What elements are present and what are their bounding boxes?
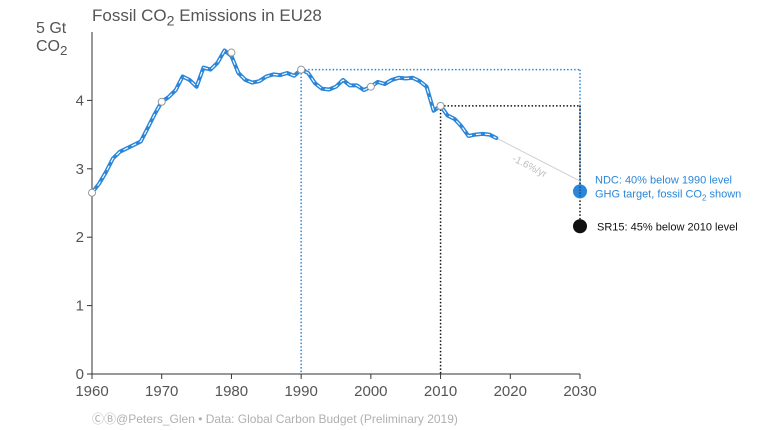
y-unit-line2: CO2 [36, 38, 67, 60]
decade-marker [227, 48, 236, 57]
y-tick-label: 1 [76, 298, 84, 315]
y-unit-line1: 5 Gt [36, 20, 67, 37]
ndc-label-line1: NDC: 40% below 1990 level [595, 174, 732, 186]
decade-marker [88, 188, 96, 197]
emissions-line [90, 48, 499, 195]
x-tick-label: 2000 [354, 383, 387, 400]
title-text: Fossil CO [92, 6, 167, 25]
ndc-target-marker [573, 184, 587, 199]
footer-text: @Peters_Glen • Data: Global Carbon Budge… [116, 412, 458, 426]
y-tick-label: 2 [76, 229, 84, 246]
trend-label: -1.6%/yr [510, 153, 549, 180]
trend-line [496, 137, 581, 182]
x-tick-label: 1980 [215, 383, 248, 400]
x-tick-label: 2020 [494, 383, 527, 400]
ndc-label-line2: GHG target, fossil CO2 shown [595, 188, 741, 202]
decade-marker [297, 65, 306, 74]
decade-marker [436, 101, 445, 110]
footer-credit: ⒸⒷ@Peters_Glen • Data: Global Carbon Bud… [92, 410, 458, 427]
sr15-target-marker [573, 219, 587, 234]
decade-marker [366, 82, 375, 91]
y-tick-label: 0 [76, 366, 84, 383]
chart-title: Fossil CO2 Emissions in EU28 [92, 6, 322, 29]
y-tick-label: 3 [76, 161, 84, 178]
title-subscript: 2 [166, 13, 175, 30]
x-tick-label: 1960 [75, 383, 108, 400]
sr15-label: SR15: 45% below 2010 level [597, 221, 738, 233]
y-tick-label: 4 [76, 92, 84, 109]
title-text-end: Emissions in EU28 [174, 6, 322, 25]
y-unit-sub: 2 [60, 43, 68, 59]
emissions-line-highlight [91, 49, 497, 194]
license-icons: ⒸⒷ [92, 412, 117, 426]
decade-marker [157, 97, 166, 106]
x-tick-label: 1990 [284, 383, 317, 400]
x-tick-label: 1970 [145, 383, 178, 400]
y-unit-co: CO [36, 38, 60, 55]
x-tick-label: 2030 [563, 383, 596, 400]
y-axis-unit-label: 5 Gt CO2 [36, 20, 67, 60]
x-tick-label: 2010 [424, 383, 457, 400]
